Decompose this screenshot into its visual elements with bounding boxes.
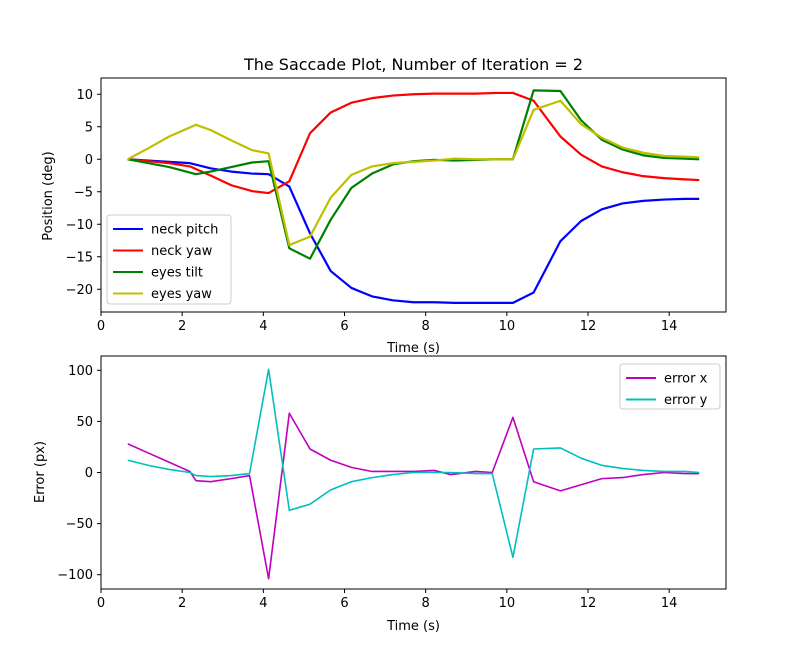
top-chart-xtick-label: 8 <box>422 319 430 334</box>
top-chart-ytick-label: 0 <box>85 153 93 168</box>
bottom-chart-xtick-label: 4 <box>259 596 267 611</box>
top-chart-ytick-label: −15 <box>66 250 93 265</box>
top-chart-legend-label-neck-yaw: neck yaw <box>151 244 213 259</box>
bottom-chart-series-error-x <box>127 412 700 580</box>
top-chart-xlabel: Time (s) <box>386 341 440 356</box>
top-chart-ytick-label: −5 <box>74 185 93 200</box>
top-chart-ylabel: Position (deg) <box>41 151 56 240</box>
top-chart-legend-label-neck-pitch: neck pitch <box>151 223 218 238</box>
top-chart-xtick-label: 14 <box>661 319 678 334</box>
top-chart-legend-box <box>106 214 232 305</box>
top-chart-legend: neck pitch neck yaw eyes tilt eyes yaw <box>106 214 232 305</box>
top-chart-series-eyes-yaw <box>127 99 700 247</box>
top-chart-legend-label-eyes-tilt: eyes tilt <box>151 266 203 281</box>
top-chart-ytick-label: 5 <box>85 120 93 135</box>
top-chart-xtick-label: 6 <box>340 319 348 334</box>
bottom-chart: 0 2 4 6 8 10 12 14 −100 −50 0 50 100 error x error y <box>57 355 727 611</box>
top-chart-xtick-label: 10 <box>499 319 516 334</box>
bottom-chart-series-error-y <box>127 368 700 559</box>
top-chart-ytick-label: 10 <box>76 88 93 103</box>
top-chart-xtick-label: 12 <box>580 319 597 334</box>
top-chart-series-neck-yaw <box>127 91 700 195</box>
top-chart-xtick-label: 2 <box>178 319 186 334</box>
top-chart-legend-label-eyes-yaw: eyes yaw <box>151 287 212 302</box>
bottom-chart-ytick-label: 100 <box>68 364 93 379</box>
bottom-chart-xtick-label: 14 <box>661 596 678 611</box>
bottom-chart-ytick-label: 50 <box>76 415 93 430</box>
bottom-chart-xtick-label: 8 <box>422 596 430 611</box>
bottom-chart-xtick-label: 0 <box>97 596 105 611</box>
bottom-chart-ytick-label: −50 <box>66 517 93 532</box>
top-chart-ytick-label: −20 <box>66 283 93 298</box>
top-chart-series-neck-pitch <box>127 158 700 304</box>
top-chart-xtick-label: 4 <box>259 319 267 334</box>
bottom-chart-ytick-label: 0 <box>85 466 93 481</box>
top-chart-ytick-label: −10 <box>66 218 93 233</box>
bottom-chart-xtick-label: 6 <box>340 596 348 611</box>
top-chart-axes-frame <box>100 77 727 313</box>
bottom-chart-ytick-label: −100 <box>57 568 93 583</box>
bottom-chart-legend: error x error y <box>619 363 721 410</box>
bottom-chart-ylabel: Error (px) <box>33 441 48 503</box>
bottom-chart-xlabel: Time (s) <box>386 619 440 634</box>
bottom-chart-legend-label-error-x: error x <box>664 372 708 387</box>
top-chart-xtick-label: 0 <box>97 319 105 334</box>
bottom-chart-legend-box <box>619 363 721 410</box>
bottom-chart-xtick-label: 12 <box>580 596 597 611</box>
bottom-chart-xtick-label: 2 <box>178 596 186 611</box>
bottom-chart-legend-label-error-y: error y <box>664 393 708 408</box>
bottom-chart-xtick-label: 10 <box>499 596 516 611</box>
top-chart-title: The Saccade Plot, Number of Iteration = … <box>243 55 583 74</box>
